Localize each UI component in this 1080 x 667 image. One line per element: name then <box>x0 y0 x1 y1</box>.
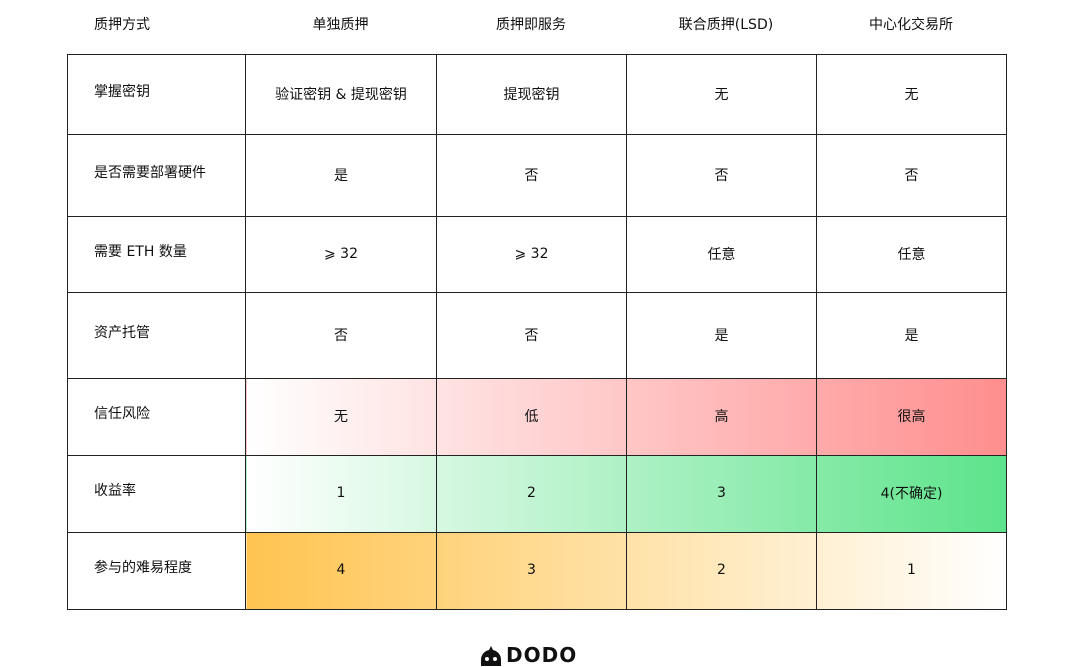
table-cell: 无 <box>626 54 817 135</box>
table-cell: 4 <box>245 532 437 610</box>
table-cell: 否 <box>816 134 1007 217</box>
table-row: 需要 ETH 数量 ⩾ 32 ⩾ 32 任意 任意 <box>67 216 1007 293</box>
row-label: 掌握密钥 <box>67 54 246 135</box>
table-cell: 无 <box>245 378 437 456</box>
dodo-logo: DODO <box>478 643 577 667</box>
table-cell: 否 <box>245 292 437 379</box>
table-cell: 提现密钥 <box>436 54 627 135</box>
table-row: 是否需要部署硬件是否否否 <box>67 134 1007 217</box>
table-cell: 1 <box>245 455 437 533</box>
comparison-table: 掌握密钥 验证密钥 & 提现密钥 提现密钥无无是否需要部署硬件是否否否需要 ETH … <box>67 54 1007 610</box>
table-cell: ⩾ 32 <box>245 216 437 293</box>
table-cell: 低 <box>436 378 627 456</box>
row-label: 参与的难易程度 <box>67 532 246 610</box>
table-cell: ⩾ 32 <box>436 216 627 293</box>
table-row: 参与的难易程度 4 3 2 1 <box>67 532 1007 610</box>
table-cell: 否 <box>436 134 627 217</box>
row-label: 是否需要部署硬件 <box>67 134 246 217</box>
table-cell: 2 <box>626 532 817 610</box>
row-label: 需要 ETH 数量 <box>67 216 246 293</box>
table-row: 收益率 1 2 3 4(不确定) <box>67 455 1007 533</box>
table-cell: 任意 <box>626 216 817 293</box>
table-cell: 4(不确定) <box>816 455 1007 533</box>
table-row: 资产托管否否是是 <box>67 292 1007 379</box>
table-cell: 3 <box>436 532 627 610</box>
table-cell: 是 <box>816 292 1007 379</box>
dodo-bird-icon <box>480 646 502 666</box>
table-cell: 是 <box>626 292 817 379</box>
row-label: 信任风险 <box>67 378 246 456</box>
header-lsd: 联合质押(LSD) <box>678 17 774 33</box>
header-solo: 单独质押 <box>312 17 369 33</box>
row-label: 资产托管 <box>67 292 246 379</box>
header-staking-method: 质押方式 <box>94 17 150 33</box>
table-cell: 无 <box>816 54 1007 135</box>
table-cell: 是 <box>245 134 437 217</box>
header-cex: 中心化交易所 <box>869 17 953 33</box>
table-cell: 验证密钥 & 提现密钥 <box>245 54 437 135</box>
table-cell: 否 <box>626 134 817 217</box>
table-cell: 3 <box>626 455 817 533</box>
table-cell: 否 <box>436 292 627 379</box>
header-saas: 质押即服务 <box>496 17 566 33</box>
table-cell: 任意 <box>816 216 1007 293</box>
table-cell: 很高 <box>816 378 1007 456</box>
table-row: 信任风险无低高很高 <box>67 378 1007 456</box>
table-cell: 高 <box>626 378 817 456</box>
table-row: 掌握密钥 验证密钥 & 提现密钥 提现密钥无无 <box>67 54 1007 135</box>
row-label: 收益率 <box>67 455 246 533</box>
table-cell: 1 <box>816 532 1007 610</box>
logo-text: DODO <box>506 643 578 667</box>
table-cell: 2 <box>436 455 627 533</box>
